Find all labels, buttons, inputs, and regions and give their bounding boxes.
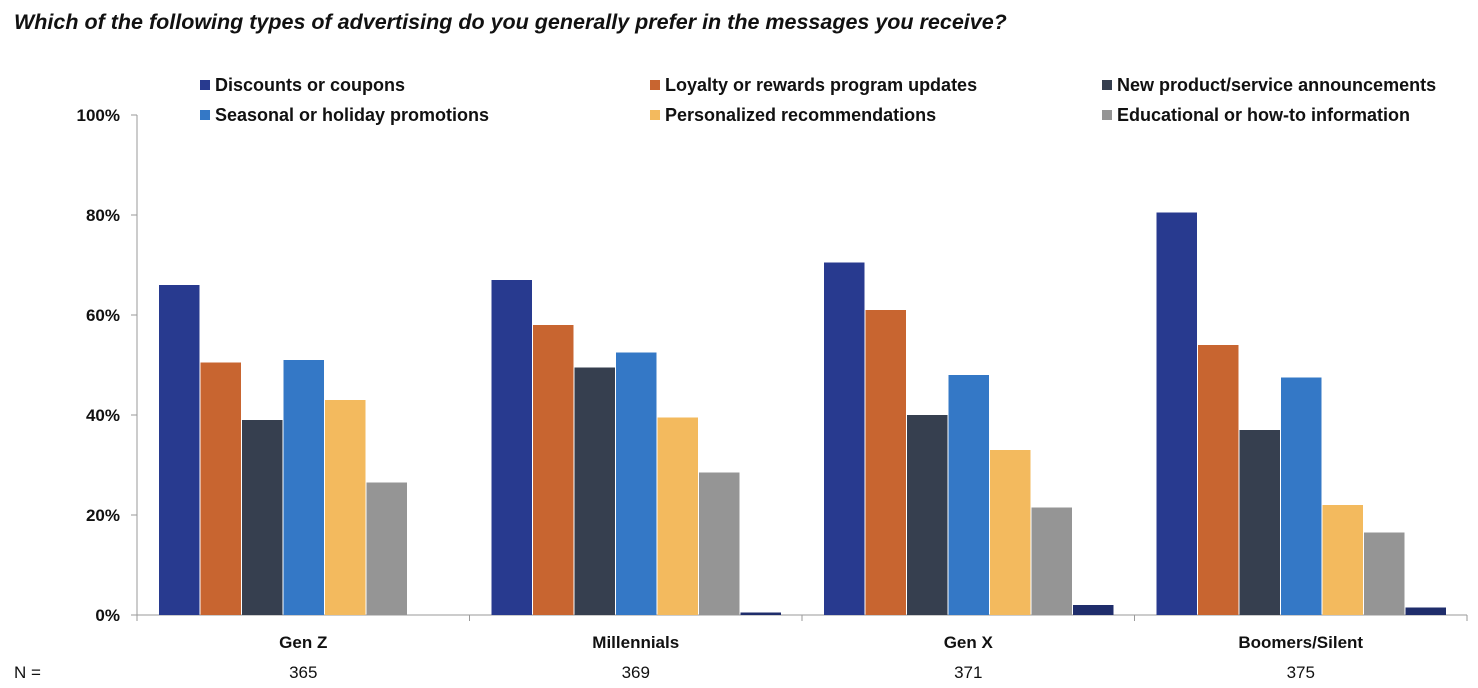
bar <box>865 310 906 615</box>
n-value: 365 <box>289 663 317 682</box>
legend-swatch <box>200 110 210 120</box>
bar <box>657 417 698 615</box>
bar <box>200 362 241 615</box>
y-tick-label: 80% <box>86 206 120 225</box>
bar <box>574 367 615 615</box>
bar <box>1073 605 1114 615</box>
bar <box>491 280 532 615</box>
legend: Discounts or coupons Loyalty or rewards p… <box>200 75 1436 125</box>
bar <box>1156 212 1197 615</box>
bar <box>990 450 1031 615</box>
n-value: 375 <box>1287 663 1315 682</box>
chart-title: Which of the following types of advertis… <box>14 10 1007 34</box>
bar <box>907 415 948 615</box>
y-tick-label: 100% <box>77 106 120 125</box>
legend-swatch <box>650 110 660 120</box>
legend-label: Discounts or coupons <box>215 75 405 95</box>
y-tick-label: 0% <box>95 606 120 625</box>
legend-label: Educational or how-to information <box>1117 105 1410 125</box>
n-value: 369 <box>622 663 650 682</box>
legend-label: Seasonal or holiday promotions <box>215 105 489 125</box>
bar <box>1364 532 1405 615</box>
bar <box>325 400 366 615</box>
legend-swatch <box>200 80 210 90</box>
bar <box>740 612 781 615</box>
x-category-label: Boomers/Silent <box>1238 633 1363 652</box>
legend-swatch <box>1102 110 1112 120</box>
bar <box>283 360 324 615</box>
bar <box>1031 507 1072 615</box>
x-category-label: Gen Z <box>279 633 327 652</box>
sample-size-row: N = 365 369 371 375 <box>14 663 1315 682</box>
n-label: N = <box>14 663 41 682</box>
legend-swatch <box>650 80 660 90</box>
x-axis: Gen Z Millennials Gen X Boomers/Silent <box>136 614 1468 652</box>
y-tick-label: 40% <box>86 406 120 425</box>
legend-label: New product/service announcements <box>1117 75 1436 95</box>
bar <box>1322 505 1363 615</box>
bar <box>366 482 407 615</box>
bar <box>1281 377 1322 615</box>
legend-label: Personalized recommendations <box>665 105 936 125</box>
x-category-label: Gen X <box>944 633 994 652</box>
bar <box>159 285 200 615</box>
bar <box>1198 345 1239 615</box>
bar <box>533 325 574 615</box>
bar <box>242 420 283 615</box>
y-axis: 0% 20% 40% 60% 80% 100% <box>77 106 138 625</box>
bar <box>948 375 989 615</box>
y-tick-label: 20% <box>86 506 120 525</box>
bars <box>159 212 1446 615</box>
y-tick-label: 60% <box>86 306 120 325</box>
bar <box>1239 430 1280 615</box>
legend-swatch <box>1102 80 1112 90</box>
n-value: 371 <box>954 663 982 682</box>
bar <box>824 262 865 615</box>
bar <box>1405 607 1446 615</box>
bar <box>616 352 657 615</box>
legend-label: Loyalty or rewards program updates <box>665 75 977 95</box>
x-category-label: Millennials <box>592 633 679 652</box>
bar <box>699 472 740 615</box>
